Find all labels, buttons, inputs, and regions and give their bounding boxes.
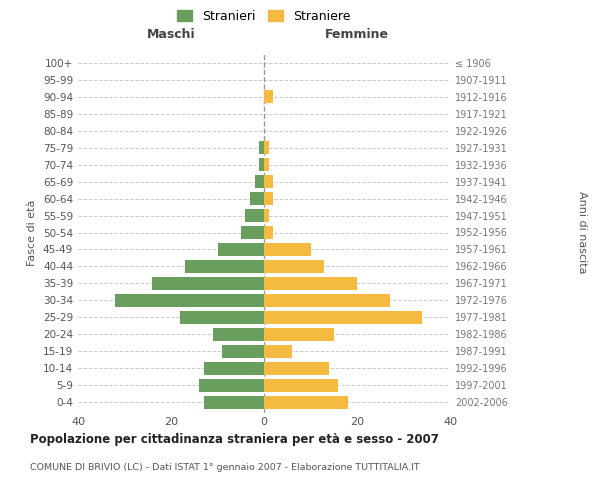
Bar: [264, 192, 274, 205]
Text: Femmine: Femmine: [325, 28, 389, 40]
Bar: [259, 141, 264, 154]
Text: Maschi: Maschi: [146, 28, 196, 40]
Bar: [264, 260, 325, 273]
Bar: [245, 209, 264, 222]
Bar: [115, 294, 264, 307]
Y-axis label: Fasce di età: Fasce di età: [28, 200, 37, 266]
Legend: Stranieri, Straniere: Stranieri, Straniere: [173, 6, 355, 26]
Bar: [264, 345, 292, 358]
Bar: [199, 379, 264, 392]
Bar: [264, 90, 274, 103]
Bar: [264, 379, 338, 392]
Bar: [181, 311, 264, 324]
Bar: [213, 328, 264, 341]
Bar: [185, 260, 264, 273]
Text: Popolazione per cittadinanza straniera per età e sesso - 2007: Popolazione per cittadinanza straniera p…: [30, 432, 439, 446]
Bar: [203, 396, 264, 408]
Bar: [264, 226, 274, 239]
Bar: [264, 141, 269, 154]
Bar: [264, 294, 389, 307]
Bar: [241, 226, 264, 239]
Bar: [254, 175, 264, 188]
Bar: [264, 243, 311, 256]
Bar: [264, 277, 357, 290]
Bar: [264, 311, 422, 324]
Bar: [259, 158, 264, 171]
Bar: [264, 158, 269, 171]
Bar: [264, 362, 329, 374]
Bar: [264, 175, 274, 188]
Bar: [264, 396, 348, 408]
Text: COMUNE DI BRIVIO (LC) - Dati ISTAT 1° gennaio 2007 - Elaborazione TUTTITALIA.IT: COMUNE DI BRIVIO (LC) - Dati ISTAT 1° ge…: [30, 462, 419, 471]
Bar: [264, 328, 334, 341]
Bar: [218, 243, 264, 256]
Bar: [222, 345, 264, 358]
Bar: [203, 362, 264, 374]
Bar: [152, 277, 264, 290]
Bar: [264, 209, 269, 222]
Y-axis label: Anni di nascita: Anni di nascita: [577, 191, 587, 274]
Bar: [250, 192, 264, 205]
